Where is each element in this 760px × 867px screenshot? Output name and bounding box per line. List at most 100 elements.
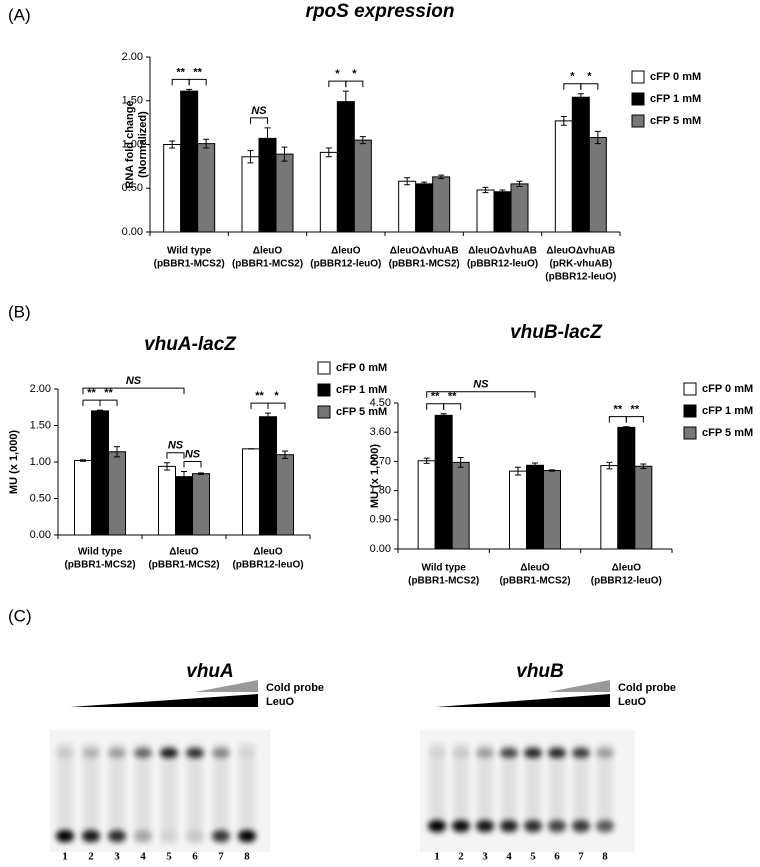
bar — [353, 139, 372, 233]
error-bar — [594, 130, 601, 145]
significance-label: * — [335, 68, 340, 80]
cold-probe-wedge — [548, 680, 610, 692]
panel-label: (A) — [8, 5, 31, 24]
gel-band — [82, 748, 100, 758]
bar — [493, 191, 512, 233]
x-tick-label: (pBBR1-MCS2) — [499, 576, 570, 587]
significance-label: ** — [614, 404, 623, 416]
significance-bracket — [625, 416, 644, 423]
error-bar — [114, 446, 120, 458]
bar — [158, 465, 176, 536]
significance-bracket — [171, 78, 190, 86]
bar — [91, 410, 109, 536]
legend-swatch — [317, 361, 331, 375]
legend-label: cFP 0 mM — [336, 362, 387, 374]
x-tick-label: (pBBR1-MCS2) — [148, 560, 219, 571]
error-bar — [247, 150, 254, 164]
significance-bracket — [82, 399, 101, 407]
gel-band — [572, 748, 590, 758]
gel-lane — [453, 743, 469, 834]
gel-band — [238, 748, 256, 758]
gel-band — [572, 820, 590, 832]
significance-label: * — [274, 390, 279, 402]
significance-label: ** — [448, 391, 457, 403]
significance-bracket — [608, 416, 627, 423]
gel-lane — [477, 743, 493, 834]
x-tick-label: (pBBR1-MCS2) — [408, 576, 479, 587]
significance-bracket — [99, 399, 118, 407]
y-tick-label: 0.00 — [30, 529, 51, 541]
error-bar — [577, 93, 584, 102]
lane-number: 2 — [88, 851, 94, 863]
panel-label: (B) — [8, 302, 31, 321]
gel-band — [160, 748, 178, 758]
error-bar — [421, 181, 428, 187]
significance-bracket — [328, 80, 347, 88]
error-bar — [359, 136, 366, 145]
y-tick-label: 1.80 — [370, 485, 391, 497]
bar — [275, 153, 294, 233]
error-bar — [203, 138, 210, 149]
y-tick-label: 2.00 — [122, 51, 143, 63]
legend-swatch — [683, 426, 697, 440]
bar — [554, 120, 573, 233]
error-bar — [97, 409, 103, 413]
x-tick-label: ΔleuO — [331, 246, 361, 257]
significance-bracket — [188, 78, 207, 86]
significance-label: * — [352, 68, 357, 80]
gel-lane — [83, 743, 99, 844]
y-tick-label: 0.50 — [122, 182, 143, 194]
significance-label: ** — [631, 404, 640, 416]
legend-label: cFP 5 mM — [336, 406, 387, 418]
gel-lane — [57, 743, 73, 844]
legend-label: cFP 5 mM — [650, 115, 701, 127]
lane-number: 1 — [62, 851, 68, 863]
gel-band — [500, 820, 518, 832]
bar — [192, 473, 210, 536]
bar — [434, 414, 453, 550]
x-tick-label: Wild type — [167, 246, 212, 257]
significance-bracket — [563, 83, 582, 90]
legend-label: cFP 0 mM — [702, 383, 753, 395]
significance-label: NS — [251, 105, 267, 117]
gel-band — [160, 830, 178, 842]
error-bar — [499, 189, 506, 194]
bar — [600, 465, 619, 550]
bar — [476, 189, 495, 233]
y-tick-label: 1.50 — [30, 419, 51, 431]
significance-label: NS — [473, 379, 489, 391]
lane-number: 3 — [482, 851, 488, 863]
error-bar — [265, 412, 271, 421]
gel-band — [596, 748, 614, 758]
bar — [415, 183, 434, 233]
bar — [197, 143, 216, 233]
bar — [241, 156, 260, 233]
gel-band — [108, 830, 126, 842]
error-bar — [325, 147, 332, 158]
error-bar — [560, 116, 567, 126]
gel-lane — [239, 743, 255, 844]
gel-band — [238, 830, 256, 842]
gel-lane — [549, 743, 565, 834]
bar — [510, 183, 529, 233]
gel-band — [212, 830, 230, 842]
bar — [417, 460, 436, 550]
gel-band — [548, 820, 566, 832]
bar — [242, 448, 260, 536]
y-tick-label: 0.90 — [370, 514, 391, 526]
gel-lane — [161, 743, 177, 844]
error-bar — [264, 127, 271, 150]
significance-label: ** — [431, 391, 440, 403]
lane-number: 3 — [114, 851, 120, 863]
bar — [175, 476, 193, 536]
legend-swatch — [317, 383, 331, 397]
bar — [451, 461, 470, 550]
legend-label: cFP 0 mM — [650, 71, 701, 83]
bar — [180, 90, 199, 233]
bar — [588, 137, 607, 233]
y-tick-label: 1.00 — [30, 456, 51, 468]
bar — [543, 469, 561, 550]
lane-number: 4 — [506, 851, 512, 863]
gel-band — [524, 820, 542, 832]
chart-title: rpoS expression — [306, 1, 455, 22]
